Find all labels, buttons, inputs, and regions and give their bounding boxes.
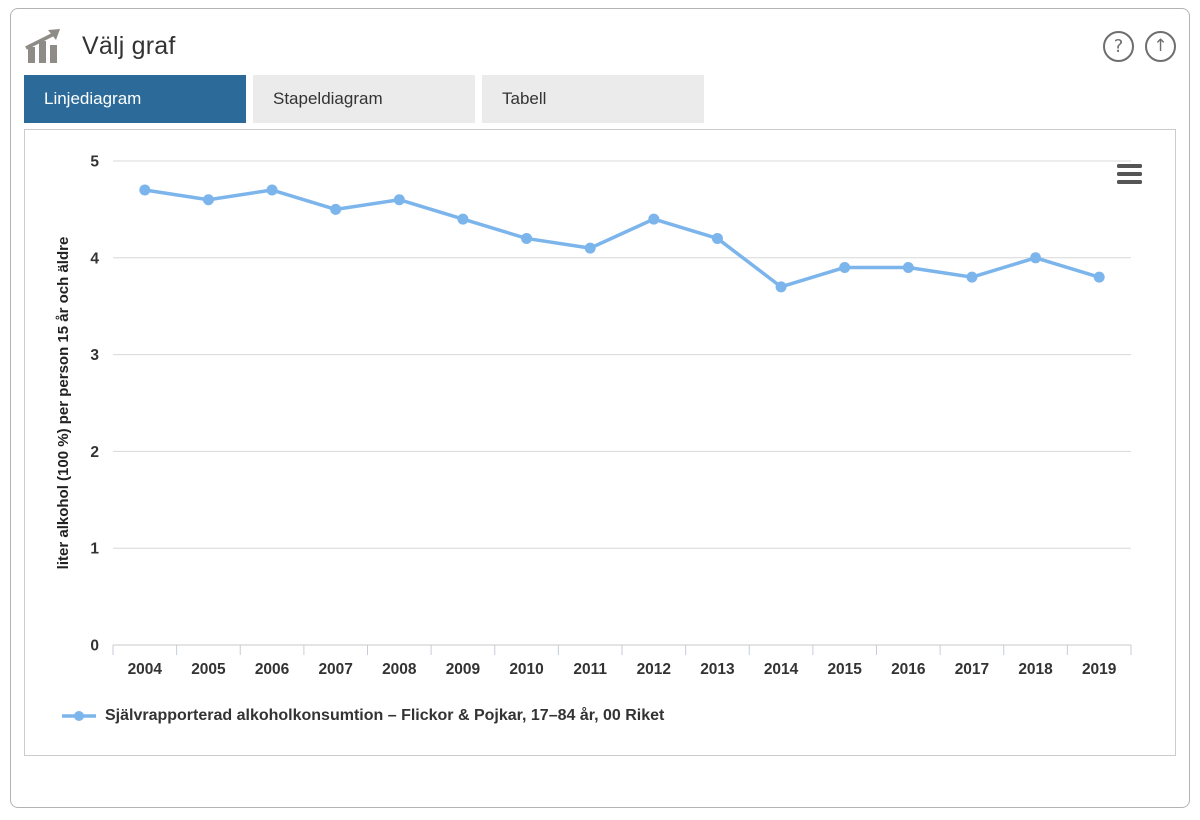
chart-type-tabs: Linjediagram Stapeldiagram Tabell (24, 75, 1176, 123)
legend-item[interactable]: Självrapporterad alkoholkonsumtion – Fli… (61, 707, 664, 725)
svg-text:5: 5 (90, 154, 99, 171)
help-button[interactable]: ? (1103, 30, 1134, 62)
tab-linjediagram[interactable]: Linjediagram (24, 75, 246, 123)
line-chart-plot-area[interactable]: 0 1 2 3 4 5 2004 2005 2006 2007 2008 2009 2010 2011 20… (25, 130, 1175, 690)
up-arrow-icon: ↑ (1153, 35, 1168, 56)
svg-text:liter alkohol (100 %) per pers: liter alkohol (100 %) per person 15 år o… (55, 237, 72, 570)
tab-stapeldiagram[interactable]: Stapeldiagram (253, 75, 475, 123)
svg-text:2015: 2015 (827, 661, 862, 678)
svg-text:2005: 2005 (191, 661, 226, 678)
tab-tabell[interactable]: Tabell (482, 75, 704, 123)
svg-text:2006: 2006 (255, 661, 290, 678)
chart-context-menu-button[interactable] (1113, 160, 1145, 188)
legend-label: Självrapporterad alkoholkonsumtion – Fli… (105, 707, 665, 724)
page-title: Välj graf (82, 31, 176, 60)
legend-line-marker-icon (62, 711, 96, 721)
scroll-top-button[interactable]: ↑ (1145, 30, 1176, 62)
svg-text:3: 3 (90, 347, 99, 364)
chart-panel: 0 1 2 3 4 5 2004 2005 2006 2007 2008 2009 2010 2011 20… (24, 129, 1176, 756)
svg-text:2012: 2012 (637, 661, 671, 678)
svg-text:4: 4 (90, 250, 99, 267)
svg-text:2009: 2009 (446, 661, 481, 678)
svg-text:2004: 2004 (128, 661, 163, 678)
svg-text:2008: 2008 (382, 661, 417, 678)
svg-text:2018: 2018 (1018, 661, 1053, 678)
bar-chart-with-arrow-icon (25, 29, 60, 63)
svg-text:2007: 2007 (318, 661, 352, 678)
svg-text:2010: 2010 (509, 661, 543, 678)
svg-text:2014: 2014 (764, 661, 799, 678)
svg-text:0: 0 (90, 638, 99, 655)
svg-text:1: 1 (90, 541, 99, 558)
widget-frame: Välj graf ? ↑ Linjediagram Stapeldiagram… (10, 8, 1190, 808)
svg-text:2017: 2017 (955, 661, 989, 678)
hamburger-icon (1116, 163, 1142, 185)
header: Välj graf ? ↑ (24, 26, 1176, 66)
svg-text:2011: 2011 (573, 661, 607, 678)
question-mark-icon: ? (1113, 35, 1124, 57)
svg-text:2016: 2016 (891, 661, 926, 678)
svg-text:2019: 2019 (1082, 661, 1117, 678)
svg-text:2013: 2013 (700, 661, 735, 678)
svg-text:2: 2 (90, 444, 99, 461)
